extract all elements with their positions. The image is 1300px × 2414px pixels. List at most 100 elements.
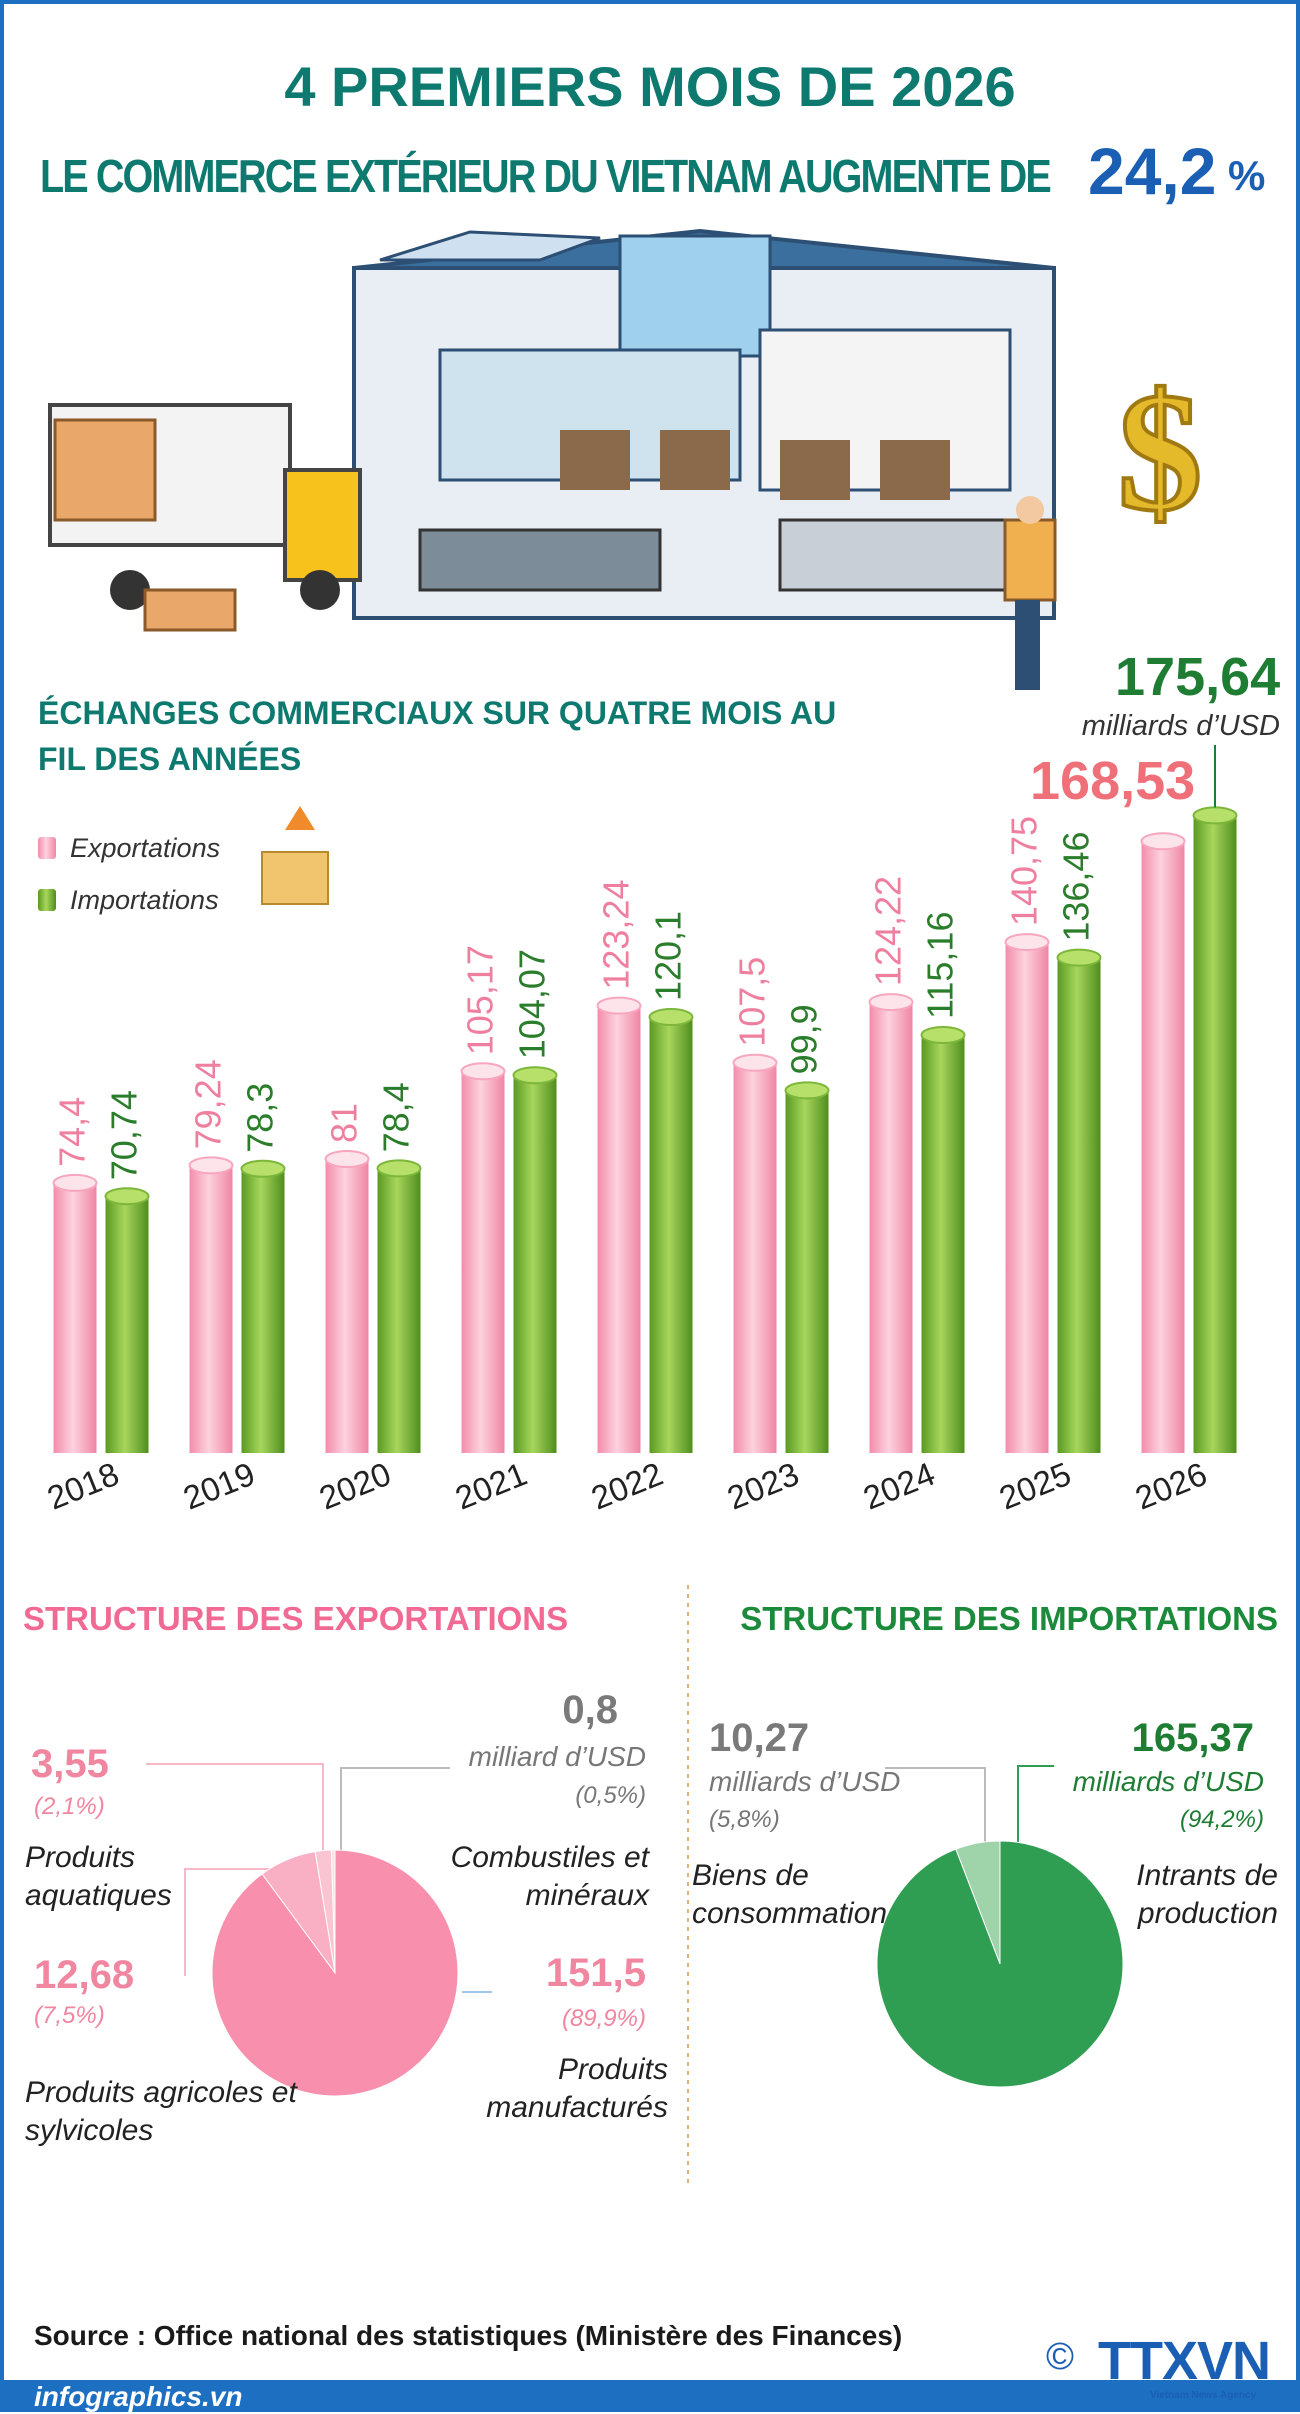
value-label: 74,4 bbox=[52, 1097, 93, 1167]
share-label: (2,1%) bbox=[34, 1793, 105, 1821]
bar bbox=[1193, 815, 1237, 1453]
source: Source : Office national des statistique… bbox=[34, 2320, 903, 2351]
bar-cap bbox=[104, 1187, 150, 1206]
bar bbox=[869, 1002, 913, 1453]
bar bbox=[461, 1071, 505, 1453]
value-label: 123,24 bbox=[596, 880, 637, 990]
value-label: 105,17 bbox=[460, 945, 501, 1055]
growth-unit: % bbox=[1228, 152, 1266, 199]
bar-cap bbox=[240, 1159, 286, 1178]
share-label: (5,8%) bbox=[709, 1806, 780, 1834]
unit-label: milliards d’USD bbox=[1072, 1765, 1264, 1797]
value-label: 99,9 bbox=[784, 1004, 825, 1074]
copyright: © bbox=[1046, 2336, 1074, 2378]
bar bbox=[785, 1090, 829, 1453]
bar-cap bbox=[460, 1062, 506, 1081]
bar-cap bbox=[52, 1173, 98, 1192]
bar-cap bbox=[1192, 806, 1238, 825]
bar bbox=[513, 1075, 557, 1453]
bar-cap bbox=[732, 1053, 778, 1072]
bar bbox=[325, 1158, 369, 1453]
value-label: 107,5 bbox=[732, 957, 773, 1047]
website: infographics.vn bbox=[34, 2381, 243, 2412]
value-label: 12,68 bbox=[34, 1953, 135, 1998]
bar-cap bbox=[1004, 933, 1050, 952]
bar bbox=[1005, 942, 1049, 1453]
value-label: 124,22 bbox=[868, 876, 909, 986]
bar-cap bbox=[324, 1149, 370, 1168]
value-label: 78,3 bbox=[240, 1083, 281, 1153]
value-label: 78,4 bbox=[376, 1082, 417, 1152]
value-label: 115,16 bbox=[920, 912, 961, 1019]
bar bbox=[1141, 841, 1185, 1453]
svg-text:$: $ bbox=[1118, 358, 1203, 546]
bar-chart-title: ÉCHANGES COMMERCIAUX SUR QUATRE MOIS AU … bbox=[38, 695, 837, 778]
legend-swatch bbox=[38, 837, 56, 859]
category-label: Produits manufacturés bbox=[486, 2053, 668, 2124]
bar bbox=[105, 1196, 149, 1453]
value-label: 136,46 bbox=[1056, 832, 1097, 942]
bar-cap bbox=[1140, 832, 1186, 851]
value-label: 79,24 bbox=[188, 1059, 229, 1149]
value-label: 0,8 bbox=[562, 1688, 618, 1733]
pie-slice bbox=[876, 1840, 1124, 2088]
headline: LE COMMERCE EXTÉRIEUR DU VIETNAM AUGMENT… bbox=[40, 150, 1052, 202]
category-label: Biens de consommation bbox=[692, 1859, 888, 1930]
bar bbox=[649, 1017, 693, 1453]
logo: TTXVN bbox=[1098, 2331, 1271, 2391]
bar bbox=[377, 1168, 421, 1453]
category-label: Produits aquatiques bbox=[25, 1841, 172, 1912]
bar bbox=[241, 1168, 285, 1453]
value-label: 140,75 bbox=[1004, 816, 1045, 926]
value-label: 70,74 bbox=[104, 1090, 145, 1180]
share-label: (0,5%) bbox=[575, 1782, 646, 1810]
illustration: $ bbox=[48, 228, 1205, 690]
bar-cap bbox=[596, 996, 642, 1015]
leader-lines bbox=[146, 1763, 1054, 1993]
pie-slice bbox=[211, 1849, 459, 2097]
bar-cap bbox=[784, 1081, 830, 1100]
bar bbox=[597, 1005, 641, 1453]
category-label: Combustiles et minéraux bbox=[450, 1841, 649, 1912]
footer-strip bbox=[0, 2380, 1300, 2412]
bar-cap bbox=[512, 1066, 558, 1085]
category-label: Intrants de production bbox=[1136, 1859, 1278, 1930]
share-label: (89,9%) bbox=[561, 2005, 646, 2033]
agency: Vietnam News Agency bbox=[1150, 2390, 1257, 2401]
value-label: 104,07 bbox=[512, 949, 553, 1059]
value-label: 81 bbox=[324, 1103, 365, 1143]
bar-cap bbox=[868, 993, 914, 1012]
legend-swatch bbox=[38, 889, 56, 911]
bar bbox=[189, 1165, 233, 1453]
unit-label: milliards d’USD bbox=[1081, 710, 1280, 742]
box-icon bbox=[261, 806, 329, 905]
bar-cap bbox=[188, 1156, 234, 1175]
share-label: (7,5%) bbox=[34, 2002, 105, 2030]
unit-label: milliards d’USD bbox=[709, 1765, 901, 1797]
bar-cap bbox=[376, 1159, 422, 1178]
bar-cap bbox=[920, 1025, 966, 1044]
value-label: 168,53 bbox=[1030, 750, 1196, 811]
value-label: 165,37 bbox=[1131, 1716, 1254, 1761]
growth: 24,2 bbox=[1088, 134, 1217, 208]
bar bbox=[733, 1062, 777, 1453]
bar bbox=[1057, 957, 1101, 1453]
legend-label: Exportations bbox=[70, 833, 221, 863]
category-label: Produits agricoles et sylvicoles bbox=[25, 2076, 297, 2147]
pie-title: STRUCTURE DES EXPORTATIONS bbox=[23, 1600, 569, 1637]
bar-cap bbox=[1056, 948, 1102, 967]
bar bbox=[921, 1034, 965, 1453]
title: 4 PREMIERS MOIS DE 2026 bbox=[284, 55, 1016, 118]
value-label: 175,64 bbox=[1115, 646, 1281, 707]
legend-label: Importations bbox=[70, 885, 219, 915]
unit-label: milliard d’USD bbox=[468, 1740, 646, 1772]
value-label: 10,27 bbox=[709, 1716, 810, 1761]
pie-title: STRUCTURE DES IMPORTATIONS bbox=[740, 1600, 1278, 1637]
value-label: 3,55 bbox=[31, 1742, 109, 1787]
share-label: (94,2%) bbox=[1179, 1806, 1264, 1834]
value-label: 151,5 bbox=[545, 1951, 646, 1996]
bar-cap bbox=[648, 1008, 694, 1027]
bar bbox=[53, 1182, 97, 1453]
